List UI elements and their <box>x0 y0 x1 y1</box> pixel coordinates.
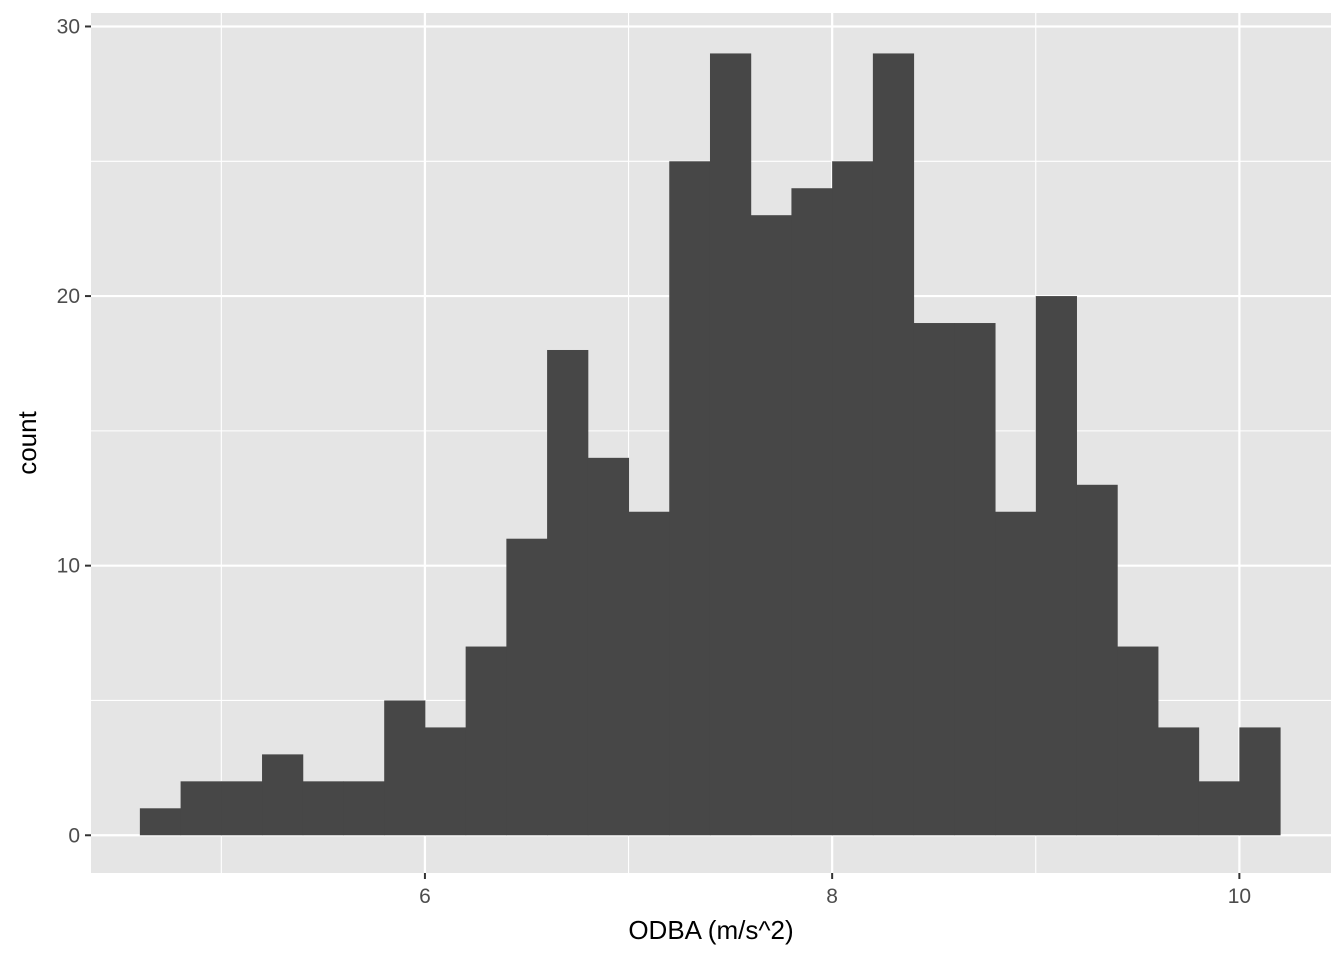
histogram-bar <box>669 161 711 836</box>
x-tick-label: 8 <box>826 885 838 908</box>
histogram-bar <box>343 781 385 836</box>
histogram-bar <box>954 323 996 836</box>
y-tick-label: 20 <box>57 285 80 308</box>
histogram-bar <box>139 808 182 836</box>
histogram-bar <box>832 161 874 836</box>
histogram-bar <box>587 457 630 836</box>
histogram-bar <box>709 53 752 836</box>
histogram-bar <box>424 727 467 836</box>
histogram-bar <box>384 700 426 836</box>
histogram-bar <box>1076 484 1118 836</box>
histogram-bar <box>1157 727 1200 836</box>
histogram-bar <box>872 53 915 836</box>
histogram-bar <box>180 781 222 836</box>
histogram-bar <box>1117 646 1159 836</box>
histogram-bar <box>750 215 792 836</box>
histogram-bars <box>139 53 1281 836</box>
histogram-bar <box>995 511 1037 836</box>
x-axis-title: ODBA (m/s^2) <box>628 915 793 945</box>
histogram-bar <box>465 646 507 836</box>
x-tick-label: 6 <box>419 885 431 908</box>
x-tick-label: 10 <box>1228 885 1251 908</box>
y-tick-label: 0 <box>68 824 80 847</box>
histogram-bar <box>506 538 548 836</box>
y-axis: 0 10 20 30 <box>57 15 91 847</box>
histogram-bar <box>262 754 304 836</box>
y-tick-label: 30 <box>57 15 80 38</box>
histogram-bar <box>302 781 344 836</box>
histogram-bar <box>628 511 670 836</box>
histogram-bar <box>1035 296 1077 836</box>
histogram-bar <box>791 188 833 836</box>
histogram-bar <box>547 349 589 836</box>
y-axis-title: count <box>12 410 42 474</box>
histogram-bar <box>1239 727 1281 836</box>
histogram-bar <box>1198 781 1240 836</box>
histogram-bar <box>221 781 263 836</box>
x-axis: 6 8 10 <box>419 873 1251 908</box>
histogram-bar <box>913 323 955 836</box>
y-tick-label: 10 <box>57 555 80 578</box>
